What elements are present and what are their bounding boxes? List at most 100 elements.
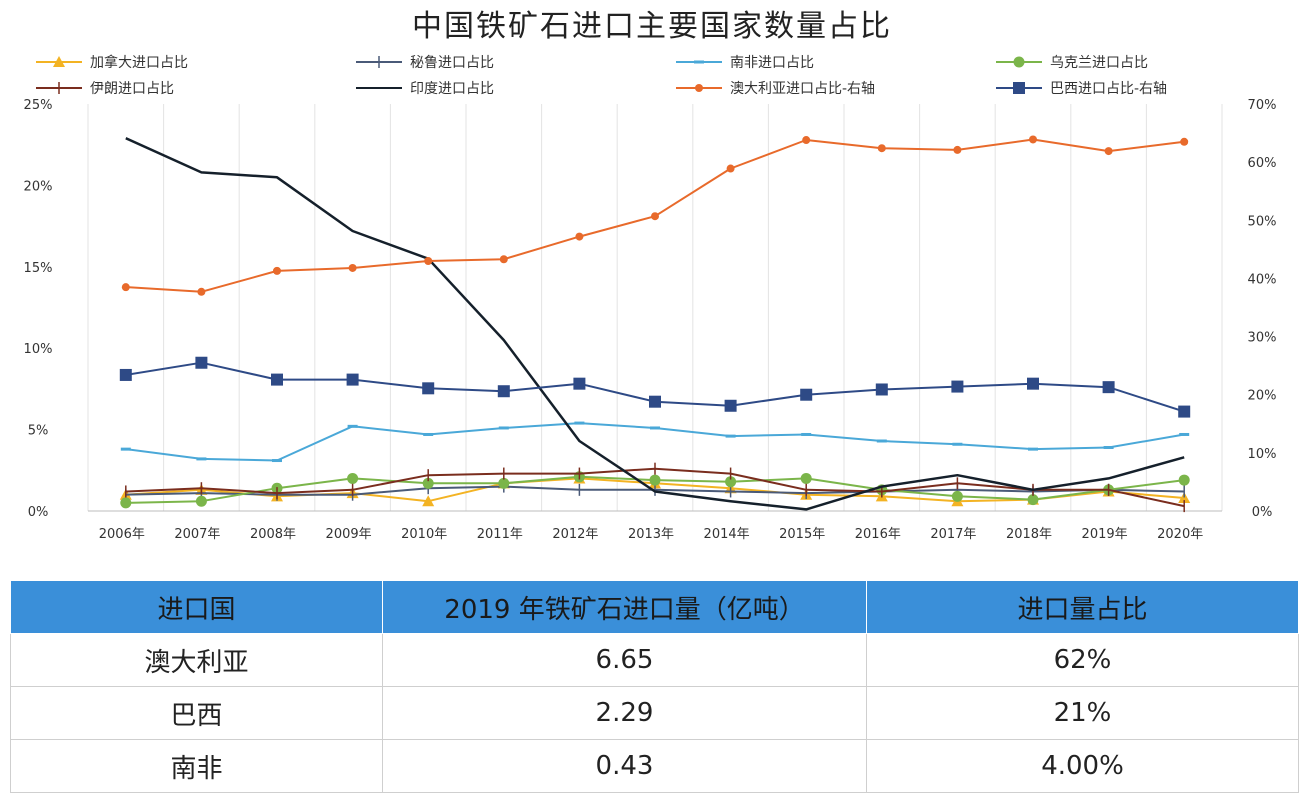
legend-item: 伊朗进口占比 (36, 81, 174, 97)
data-point (1013, 56, 1025, 68)
x-axis-tick-label: 2012年 (552, 527, 598, 542)
legend-label: 澳大利亚进口占比-右轴 (730, 81, 875, 97)
data-point (1027, 494, 1039, 506)
data-point (348, 263, 357, 272)
x-axis-tick-label: 2010年 (401, 527, 447, 542)
data-point (424, 256, 433, 265)
data-point (497, 385, 510, 398)
data-point (1102, 381, 1115, 394)
legend-label: 印度进口占比 (410, 81, 494, 97)
header-share: 进口量占比 (866, 580, 1299, 634)
header-country: 进口国 (10, 580, 383, 634)
data-point (877, 144, 886, 153)
left-axis-tick-label: 5% (28, 424, 49, 439)
data-point (651, 212, 659, 221)
x-axis-tick-label: 2007年 (174, 527, 220, 542)
x-axis-tick-label: 2015年 (779, 527, 825, 542)
data-point (575, 232, 584, 241)
cell-country: 澳大利亚 (10, 633, 383, 687)
data-point (800, 472, 812, 484)
legend-item: 乌克兰进口占比 (996, 55, 1148, 71)
data-point (951, 490, 963, 502)
series-group (125, 462, 1185, 513)
series-layer (119, 135, 1191, 513)
data-point (499, 255, 508, 264)
data-point (726, 164, 735, 173)
legend-label: 秘鲁进口占比 (410, 55, 494, 71)
right-axis-tick-label: 70% (1248, 98, 1277, 113)
cell-share: 4.00% (866, 739, 1299, 793)
legend-item: 加拿大进口占比 (36, 54, 188, 71)
data-point (953, 145, 962, 154)
right-axis-tick-label: 20% (1248, 389, 1277, 404)
data-point (649, 395, 661, 408)
cell-share: 21% (866, 686, 1299, 740)
x-axis-tick-label: 2020年 (1157, 527, 1203, 542)
right-axis-tick-label: 0% (1252, 505, 1273, 520)
data-point (195, 356, 208, 369)
left-axis-tick-label: 0% (28, 505, 49, 520)
cell-country: 巴西 (10, 686, 383, 740)
data-point (1180, 137, 1189, 146)
data-point (573, 377, 586, 390)
legend-item: 秘鲁进口占比 (356, 55, 494, 71)
data-point (1013, 82, 1025, 94)
legend-item: 澳大利亚进口占比-右轴 (676, 81, 875, 97)
x-axis-tick-label: 2016年 (855, 527, 901, 542)
data-point (273, 266, 281, 275)
data-point (649, 474, 661, 486)
cell-share: 62% (866, 633, 1299, 687)
data-point (1178, 474, 1190, 486)
left-axis-tick-label: 15% (24, 261, 53, 276)
left-axis-tick-label: 25% (24, 98, 53, 113)
data-point (271, 373, 283, 386)
data-point (346, 373, 359, 386)
legend-item: 巴西进口占比-右轴 (996, 81, 1167, 97)
data-point (119, 368, 132, 381)
series-line (125, 137, 1185, 511)
x-axis-tick-label: 2017年 (930, 527, 976, 542)
right-axis-tick-label: 30% (1248, 331, 1277, 346)
legend-label: 巴西进口占比-右轴 (1050, 81, 1167, 97)
table-row: 澳大利亚 6.65 62% (10, 633, 1299, 687)
right-axis-tick-label: 60% (1248, 156, 1277, 171)
data-point (802, 136, 811, 145)
data-point (498, 477, 510, 489)
legend-label: 伊朗进口占比 (90, 81, 174, 97)
x-axis-tick-label: 2019年 (1082, 527, 1128, 542)
cell-country: 南非 (10, 739, 383, 793)
data-point (53, 56, 65, 67)
legend-item: 印度进口占比 (356, 81, 494, 97)
cell-volume: 6.65 (382, 633, 867, 687)
right-axis-tick-label: 40% (1248, 272, 1277, 287)
data-point (347, 472, 359, 484)
data-point (1104, 147, 1113, 156)
right-axis-tick-label: 10% (1248, 447, 1277, 462)
cell-volume: 2.29 (382, 686, 867, 740)
x-axis-tick-label: 2009年 (326, 527, 372, 542)
data-point (800, 388, 813, 401)
legend-label: 乌克兰进口占比 (1050, 55, 1148, 71)
table-row: 南非 0.43 4.00% (10, 739, 1299, 793)
chart-title: 中国铁矿石进口主要国家数量占比 (412, 9, 892, 44)
x-axis-tick-label: 2018年 (1006, 527, 1052, 542)
x-axis-tick-label: 2008年 (250, 527, 296, 542)
x-axis-tick-label: 2013年 (628, 527, 674, 542)
data-point (422, 495, 435, 507)
x-axis-tick-label: 2006年 (99, 527, 145, 542)
x-axis-tick-label: 2014年 (704, 527, 750, 542)
series-group (119, 356, 1191, 418)
data-point (695, 84, 703, 92)
table-header-row: 进口国 2019 年铁矿石进口量（亿吨） 进口量占比 (10, 580, 1299, 634)
header-import-volume: 2019 年铁矿石进口量（亿吨） (382, 580, 867, 634)
data-point (725, 476, 737, 488)
chart: 中国铁矿石进口主要国家数量占比 加拿大进口占比 秘鲁进口占比 南非进口占比 乌克兰进口… (24, 9, 1277, 542)
data-point (875, 383, 888, 396)
grid (87, 104, 1223, 511)
cell-volume: 0.43 (382, 739, 867, 793)
data-point (120, 497, 132, 509)
data-point (1027, 377, 1039, 390)
data-point (1178, 491, 1191, 503)
left-axis-tick-label: 20% (24, 179, 53, 194)
series-group (121, 135, 1189, 296)
